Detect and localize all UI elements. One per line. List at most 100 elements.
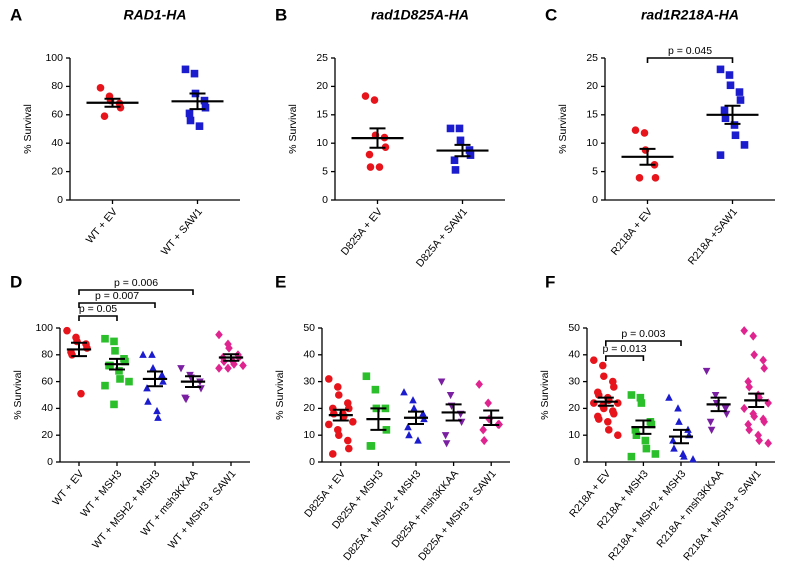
- data-point: [740, 141, 749, 149]
- error-bar: [104, 97, 121, 108]
- data-point: [182, 395, 190, 404]
- data-point: [600, 372, 608, 381]
- y-tick-label: 10: [303, 429, 315, 441]
- data-point: [365, 150, 374, 159]
- y-tick-label: 50: [568, 322, 580, 334]
- y-tick-label: 0: [592, 194, 598, 206]
- error-bar: [332, 408, 349, 422]
- data-point: [651, 174, 660, 182]
- data-point: [745, 425, 753, 435]
- x-tick-label: D825A + MSH3 + SAW1: [416, 468, 499, 563]
- y-tick-label: 10: [316, 137, 328, 149]
- data-point: [764, 438, 772, 448]
- data-point: [749, 331, 757, 341]
- data-point: [110, 337, 118, 346]
- data-point: [455, 124, 464, 133]
- data-point: [725, 71, 734, 79]
- data-point: [716, 151, 725, 159]
- error-bar: [223, 353, 239, 362]
- x-tick-label: WT + MSH2 + MSH3: [90, 468, 163, 551]
- data-point: [68, 351, 76, 359]
- data-point: [153, 406, 161, 415]
- data-point: [370, 96, 379, 104]
- x-tick-label: D825A + msh3KKAA: [389, 468, 461, 550]
- data-point: [760, 363, 768, 373]
- data-point: [721, 114, 730, 123]
- data-point: [400, 388, 408, 396]
- significance-label: p = 0.05: [79, 303, 117, 315]
- y-axis-label: % Survival: [539, 370, 551, 420]
- data-point: [604, 418, 612, 426]
- data-point: [641, 436, 650, 445]
- data-point: [716, 65, 725, 74]
- y-tick-label: 20: [586, 80, 598, 92]
- data-point: [627, 391, 636, 399]
- significance-bracket: [78, 289, 194, 295]
- y-tick-label: 25: [586, 52, 598, 64]
- data-point: [230, 359, 238, 369]
- y-tick-label: 20: [303, 402, 315, 414]
- x-tick-label: D825A + SAW1: [414, 206, 470, 270]
- data-point: [669, 436, 677, 444]
- data-point: [177, 365, 185, 373]
- data-point: [674, 404, 682, 412]
- x-tick-label: D825A + EV: [339, 206, 385, 258]
- error-bar: [369, 127, 386, 149]
- data-point: [702, 367, 711, 376]
- significance-label: p = 0.045: [668, 45, 712, 57]
- data-point: [595, 415, 603, 423]
- data-point: [755, 436, 763, 446]
- data-point: [651, 450, 660, 458]
- data-point: [689, 455, 697, 463]
- data-point: [375, 163, 384, 171]
- data-point: [635, 174, 644, 182]
- chart-title: rad1R218A-HA: [641, 7, 739, 23]
- data-point: [726, 81, 735, 90]
- data-point: [610, 409, 618, 418]
- data-point: [632, 431, 641, 439]
- y-tick-label: 15: [586, 109, 598, 121]
- y-axis-label: % Survival: [557, 104, 569, 154]
- significance-bracket: [646, 57, 734, 63]
- data-point: [760, 417, 768, 427]
- x-tick-label: WT + EV: [84, 206, 120, 246]
- data-point: [442, 440, 451, 448]
- y-tick-label: 80: [51, 80, 63, 92]
- data-point: [334, 383, 342, 391]
- data-point: [329, 450, 337, 458]
- error-bar: [724, 104, 741, 125]
- x-tick-label: WT + EV: [50, 468, 86, 508]
- data-point: [143, 384, 151, 392]
- y-axis-label: % Survival: [22, 104, 34, 154]
- y-tick-label: 40: [303, 349, 315, 361]
- data-point: [100, 112, 109, 121]
- data-point: [745, 382, 753, 392]
- y-tick-label: 30: [568, 375, 580, 387]
- y-tick-label: 40: [41, 402, 53, 414]
- data-point: [77, 389, 85, 398]
- data-point: [670, 444, 678, 452]
- error-bar: [639, 147, 656, 166]
- y-tick-label: 0: [309, 456, 315, 468]
- data-point: [647, 420, 656, 429]
- y-tick-label: 30: [303, 375, 315, 387]
- data-point: [225, 343, 233, 353]
- data-point: [484, 398, 492, 408]
- x-tick-label: R218A +SAW1: [686, 206, 740, 267]
- y-tick-label: 100: [35, 322, 53, 334]
- y-tick-label: 20: [316, 80, 328, 92]
- y-axis-label: % Survival: [287, 104, 299, 154]
- data-point: [330, 409, 338, 418]
- error-bar: [454, 143, 471, 158]
- data-point: [614, 399, 622, 407]
- panel-label: E: [275, 272, 286, 291]
- data-point: [195, 122, 204, 130]
- data-point: [605, 426, 613, 434]
- data-point: [63, 326, 71, 335]
- data-point: [158, 370, 166, 378]
- y-tick-label: 15: [316, 109, 328, 121]
- data-point: [405, 431, 413, 439]
- data-point: [419, 409, 427, 417]
- data-point: [144, 397, 152, 405]
